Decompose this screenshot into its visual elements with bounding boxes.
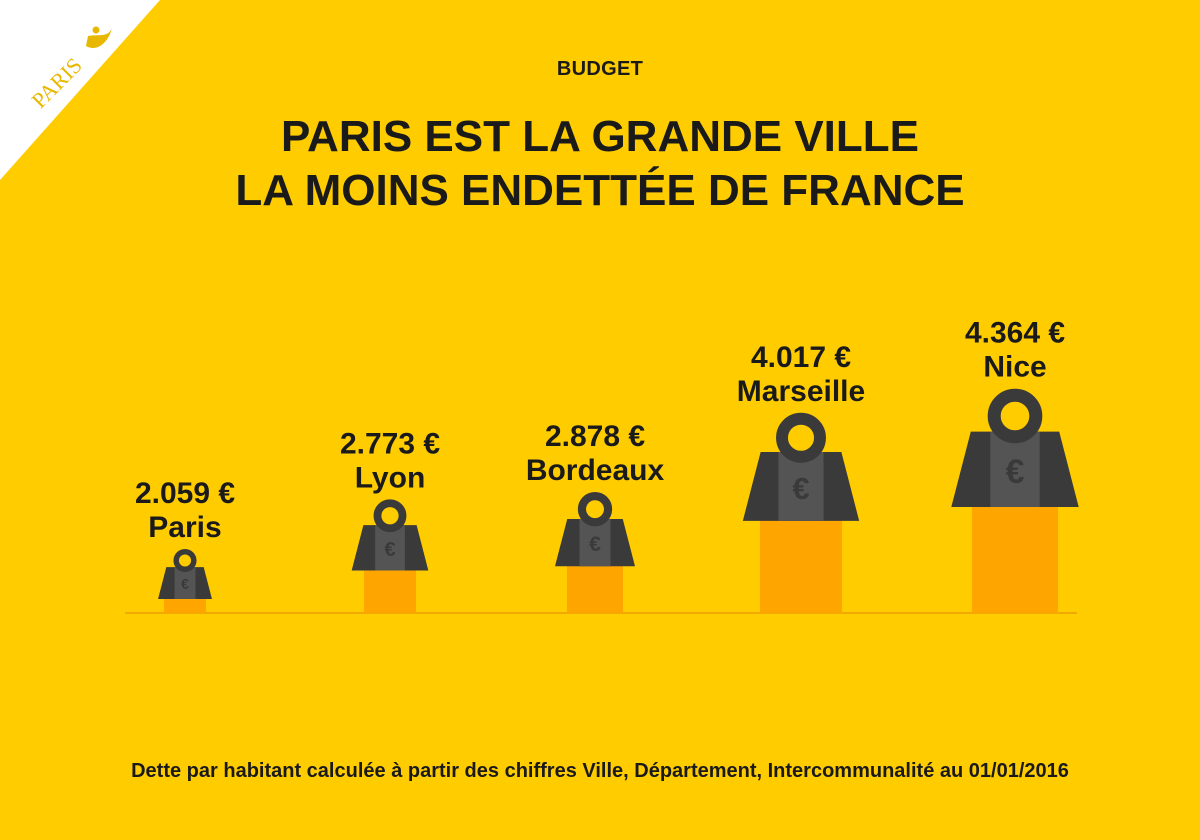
paris-logo: PARIS [0, 0, 200, 200]
bar-pedestal [164, 597, 206, 613]
section-label: BUDGET [556, 58, 644, 80]
weight-ring [577, 491, 613, 527]
weight-ring [373, 499, 407, 533]
weight-ring [776, 412, 826, 463]
weight-band [174, 567, 196, 599]
value-label: 4.364 € [965, 317, 1065, 350]
euro-icon: € [1006, 453, 1025, 491]
weight-ring [987, 388, 1043, 444]
weight-band [579, 518, 611, 567]
value-label: 4.017 € [751, 341, 851, 374]
category-label: Paris [148, 511, 221, 544]
bar-marseille: €4.017 €Marseille [737, 341, 865, 613]
bar-pedestal [972, 505, 1058, 613]
euro-icon: € [181, 577, 189, 593]
weight-band [375, 525, 405, 571]
category-label: Bordeaux [526, 454, 665, 487]
footnote: Dette par habitant calculée à partir des… [131, 760, 1069, 782]
logo-corner-background [0, 0, 160, 180]
category-label: Nice [983, 351, 1046, 384]
bar-pedestal [364, 568, 416, 613]
bar-bordeaux: €2.878 €Bordeaux [526, 420, 665, 613]
bar-nice: €4.364 €Nice [951, 317, 1079, 613]
bar-pedestal [760, 518, 842, 613]
weight-band [990, 431, 1040, 507]
weight-ring [173, 548, 197, 573]
value-label: 2.878 € [545, 420, 645, 453]
category-label: Lyon [355, 461, 426, 494]
bar-lyon: €2.773 €Lyon [340, 427, 440, 613]
value-label: 2.773 € [340, 427, 440, 460]
category-label: Marseille [737, 375, 865, 408]
euro-icon: € [792, 471, 809, 506]
paris-boat-icon [86, 26, 112, 48]
value-label: 2.059 € [135, 477, 235, 510]
weight-band [778, 451, 824, 521]
title-line-1: PARIS EST LA GRANDE VILLE [280, 112, 920, 161]
page-title: PARIS EST LA GRANDE VILLE LA MOINS ENDET… [0, 110, 1200, 218]
title-line-2: LA MOINS ENDETTÉE DE FRANCE [235, 166, 965, 215]
euro-icon: € [384, 539, 395, 561]
bar-pedestal [567, 564, 623, 613]
bar-paris: €2.059 €Paris [135, 477, 235, 613]
euro-icon: € [589, 533, 601, 556]
